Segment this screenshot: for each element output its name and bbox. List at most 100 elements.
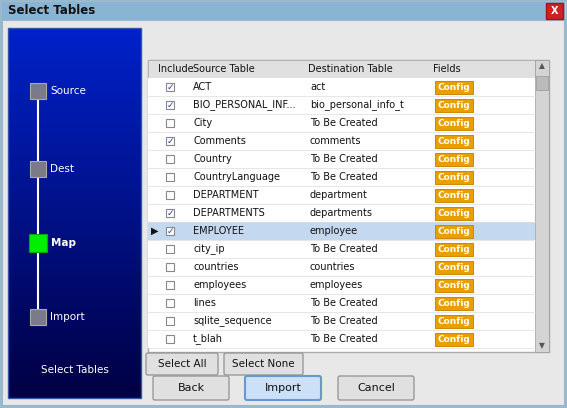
Text: City: City — [193, 118, 212, 128]
Bar — [8, 152, 141, 157]
Text: BIO_PERSONAL_INF...: BIO_PERSONAL_INF... — [193, 100, 295, 111]
Text: ✓: ✓ — [166, 137, 174, 146]
Text: employees: employees — [193, 280, 246, 290]
Bar — [8, 143, 141, 148]
Text: Map: Map — [51, 237, 76, 248]
Bar — [8, 236, 141, 241]
Bar — [8, 148, 141, 153]
Bar — [8, 28, 141, 398]
Bar — [8, 115, 141, 120]
Bar — [8, 69, 141, 74]
Bar — [8, 180, 141, 185]
Bar — [535, 60, 549, 352]
Bar — [435, 242, 473, 255]
Text: comments: comments — [310, 136, 362, 146]
Bar — [148, 312, 535, 330]
Text: act: act — [310, 82, 325, 92]
Bar — [8, 138, 141, 144]
Text: department: department — [310, 190, 368, 200]
Bar — [435, 260, 473, 273]
Bar — [166, 209, 174, 217]
Bar — [8, 296, 141, 301]
Text: ✓: ✓ — [166, 208, 174, 217]
Text: CountryLanguage: CountryLanguage — [193, 172, 280, 182]
Bar — [8, 347, 141, 352]
Text: Config: Config — [438, 173, 471, 182]
Bar — [435, 333, 473, 346]
Text: Dest: Dest — [50, 164, 74, 173]
Text: DEPARTMENTS: DEPARTMENTS — [193, 208, 265, 218]
Bar — [435, 297, 473, 310]
Bar — [148, 78, 535, 96]
Text: Source Table: Source Table — [193, 64, 255, 74]
Bar — [8, 88, 141, 93]
Bar — [148, 132, 535, 150]
Text: Back: Back — [177, 383, 205, 393]
Bar — [2, 2, 565, 20]
Text: Config: Config — [438, 244, 471, 253]
Text: Select Tables: Select Tables — [8, 4, 95, 18]
Bar — [8, 254, 141, 259]
Bar — [8, 361, 141, 366]
Bar — [29, 234, 47, 252]
Text: To Be Created: To Be Created — [310, 154, 378, 164]
Bar — [148, 222, 535, 240]
Bar — [435, 279, 473, 291]
Text: ✓: ✓ — [166, 226, 174, 235]
Bar — [8, 111, 141, 116]
Bar — [435, 188, 473, 202]
Bar — [166, 227, 174, 235]
Bar — [8, 324, 141, 328]
Text: Country: Country — [193, 154, 232, 164]
Bar — [8, 175, 141, 181]
Bar — [8, 291, 141, 296]
Bar — [8, 60, 141, 65]
Bar — [8, 245, 141, 250]
Bar — [8, 171, 141, 176]
Bar — [8, 277, 141, 282]
Bar — [8, 51, 141, 56]
Bar — [435, 206, 473, 220]
Text: EMPLOYEE: EMPLOYEE — [193, 226, 244, 236]
Text: Config: Config — [438, 191, 471, 200]
Text: Select All: Select All — [158, 359, 206, 369]
Text: Config: Config — [438, 226, 471, 235]
Bar — [8, 300, 141, 306]
Text: Config: Config — [438, 118, 471, 127]
Bar — [435, 315, 473, 328]
Bar — [166, 155, 174, 163]
Text: Config: Config — [438, 299, 471, 308]
FancyBboxPatch shape — [338, 376, 414, 400]
Bar — [8, 264, 141, 268]
Bar — [8, 388, 141, 393]
Bar — [166, 137, 174, 145]
Bar — [8, 166, 141, 171]
Bar — [8, 203, 141, 208]
Bar — [536, 76, 548, 90]
Bar — [8, 375, 141, 379]
Bar — [8, 78, 141, 84]
Text: Config: Config — [438, 155, 471, 164]
Bar — [8, 194, 141, 199]
Bar — [8, 92, 141, 98]
Text: Config: Config — [438, 100, 471, 109]
Bar — [8, 379, 141, 384]
Bar — [8, 189, 141, 195]
Bar — [8, 199, 141, 204]
Text: To Be Created: To Be Created — [310, 172, 378, 182]
Text: Destination Table: Destination Table — [308, 64, 393, 74]
Text: countries: countries — [310, 262, 356, 272]
Bar — [8, 286, 141, 292]
Bar — [435, 80, 473, 93]
Text: Config: Config — [438, 317, 471, 326]
Text: Select Tables: Select Tables — [41, 365, 108, 375]
Bar — [148, 60, 535, 78]
Bar — [166, 245, 174, 253]
Bar — [8, 129, 141, 134]
Bar — [8, 305, 141, 310]
Bar — [30, 308, 46, 325]
Text: sqlite_sequence: sqlite_sequence — [193, 315, 272, 326]
Text: employee: employee — [310, 226, 358, 236]
Bar — [8, 250, 141, 255]
Bar — [8, 37, 141, 42]
